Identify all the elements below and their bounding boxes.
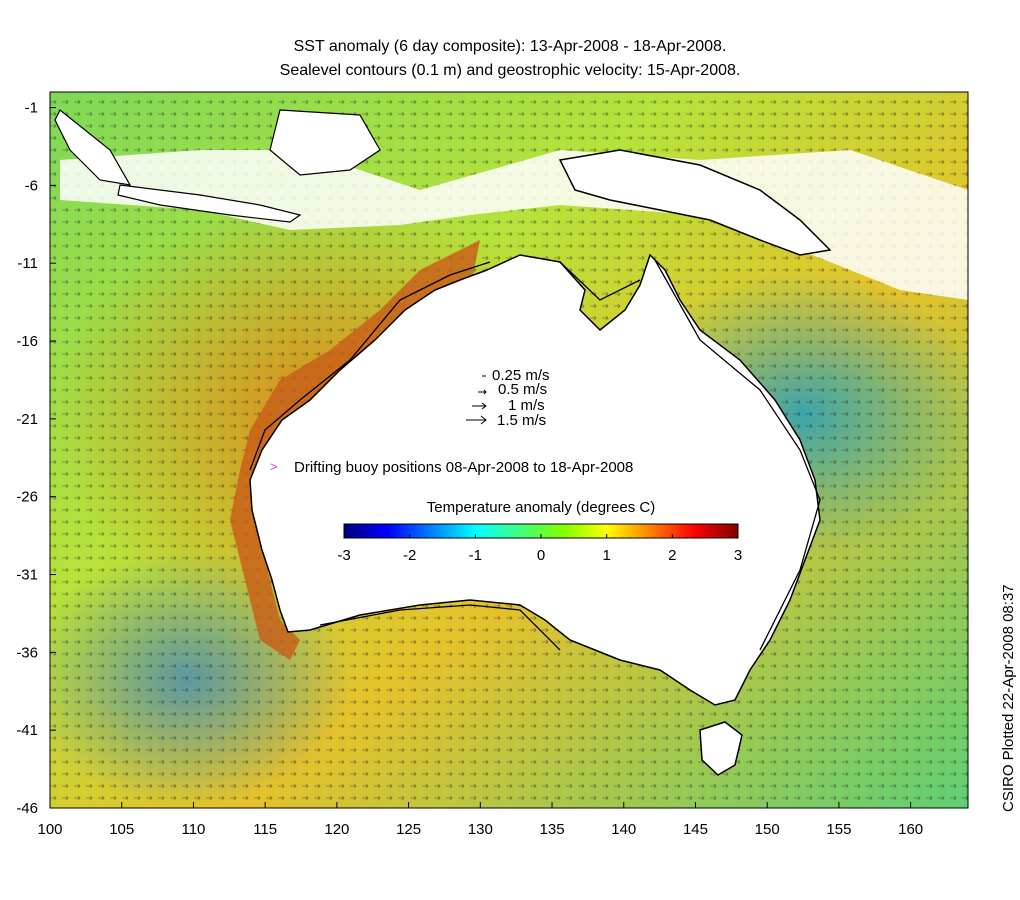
y-tick-label: -1 bbox=[25, 100, 38, 117]
credit-text: CSIRO Plotted 22-Apr-2008 08:37 bbox=[1000, 584, 1017, 812]
x-tick-label: 130 bbox=[468, 821, 493, 838]
x-tick-label: 135 bbox=[540, 821, 565, 838]
x-tick-label: 140 bbox=[611, 821, 636, 838]
velocity-legend-label-0-25: 0.25 m/s bbox=[492, 367, 550, 384]
map-frame bbox=[49, 91, 969, 809]
tasmania-landmass bbox=[699, 721, 743, 776]
y-tick-label: -31 bbox=[16, 567, 38, 584]
colorbar-tick-label: 2 bbox=[668, 547, 676, 564]
y-tick-label: -41 bbox=[16, 722, 38, 739]
colorbar-tick-label: -1 bbox=[469, 547, 482, 564]
new-guinea-landmass bbox=[558, 149, 832, 256]
colorbar-tick-label: 3 bbox=[734, 547, 742, 564]
velocity-legend-label-1: 1 m/s bbox=[508, 397, 545, 414]
sumatra-landmass bbox=[54, 109, 132, 186]
borneo-landmass bbox=[269, 109, 381, 176]
colorbar-tick-label: 1 bbox=[602, 547, 610, 564]
x-tick-label: 100 bbox=[37, 821, 62, 838]
x-tick-label: 125 bbox=[396, 821, 421, 838]
colorbar-tick-label: -3 bbox=[337, 547, 350, 564]
map-title-line-2: Sealevel contours (0.1 m) and geostrophi… bbox=[279, 62, 741, 79]
x-tick-label: 120 bbox=[324, 821, 349, 838]
velocity-arrow-1-5 bbox=[466, 415, 487, 425]
java-landmass bbox=[117, 184, 302, 223]
australia-landmass bbox=[249, 253, 821, 706]
colorbar-title: Temperature anomaly (degrees C) bbox=[427, 499, 655, 516]
buoy-legend-label: Drifting buoy positions 08-Apr-2008 to 1… bbox=[294, 459, 633, 476]
y-tick-label: -46 bbox=[16, 800, 38, 817]
map-title-line-1: SST anomaly (6 day composite): 13-Apr-20… bbox=[293, 38, 727, 55]
y-tick-label: -26 bbox=[16, 489, 38, 506]
y-tick-label: -36 bbox=[16, 644, 38, 661]
x-tick-label: 160 bbox=[898, 821, 923, 838]
x-tick-label: 145 bbox=[683, 821, 708, 838]
x-tick-label: 110 bbox=[181, 821, 205, 838]
x-tick-label: 105 bbox=[109, 821, 134, 838]
y-axis: -1 -6 -11 -16 -21 -26 -31 -36 -41 -46 bbox=[16, 100, 56, 817]
velocity-legend: 0.25 m/s 0.5 m/s 1 m/s 1.5 m/s bbox=[466, 367, 550, 429]
x-tick-label: 155 bbox=[826, 821, 851, 838]
velocity-arrow-1 bbox=[472, 402, 487, 410]
x-tick-label: 115 bbox=[253, 821, 277, 838]
x-axis: 100 105 110 115 120 125 130 135 140 145 150 155 160 bbox=[37, 802, 923, 838]
y-tick-label: -11 bbox=[17, 255, 38, 272]
colorbar-tick-label: -2 bbox=[403, 547, 416, 564]
y-tick-label: -16 bbox=[16, 333, 38, 350]
colorbar-tick-label: 0 bbox=[537, 547, 545, 564]
x-tick-label: 150 bbox=[755, 821, 780, 838]
y-tick-label: -21 bbox=[16, 411, 38, 428]
y-tick-label: -6 bbox=[25, 177, 38, 194]
colorbar-ticks: -3 -2 -1 0 1 2 3 bbox=[337, 534, 742, 564]
shelf-contour bbox=[249, 259, 821, 651]
velocity-legend-label-0-5: 0.5 m/s bbox=[498, 381, 547, 398]
velocity-arrow-0-5 bbox=[478, 389, 487, 395]
buoy-marker-icon: > bbox=[270, 459, 278, 474]
velocity-legend-label-1-5: 1.5 m/s bbox=[497, 412, 546, 429]
